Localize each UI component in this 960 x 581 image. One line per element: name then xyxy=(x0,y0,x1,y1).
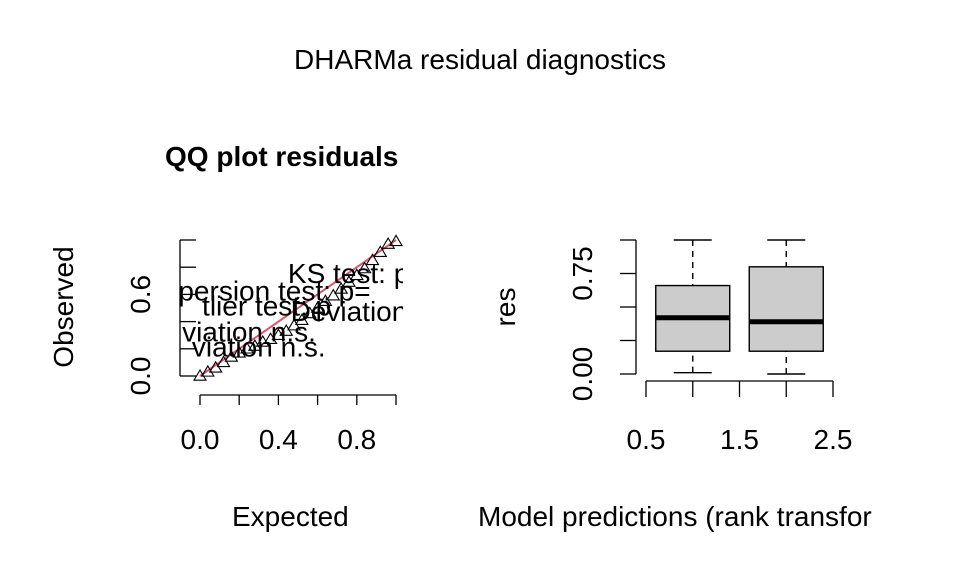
qq-y-tick-label: 0.0 xyxy=(125,357,156,396)
qq-y-tick-label: 0.6 xyxy=(125,275,156,314)
qq-data-point xyxy=(349,268,364,281)
qq-x-tick-label: 0.0 xyxy=(181,424,220,455)
qq-plot-title: QQ plot residuals xyxy=(165,141,399,172)
box-y-tick-label: 0.00 xyxy=(567,347,598,402)
box-x-tick-label: 1.5 xyxy=(720,424,759,455)
qq-annotation: viation n.s. xyxy=(192,331,326,362)
qq-data-point xyxy=(357,261,372,274)
qq-data-point xyxy=(341,275,356,287)
boxplot: 0.5 1.5 2.5 0.00 0.75 res xyxy=(490,239,853,455)
qq-annotation: persion test: p= xyxy=(178,276,370,307)
qq-data-point xyxy=(326,288,341,301)
qq-annotation: KS test: p= xyxy=(288,258,426,289)
qq-data-point xyxy=(373,245,388,257)
qq-y-axis-label: Observed xyxy=(48,246,79,367)
qq-data-point xyxy=(389,234,403,247)
boxplot-x-axis-label: Model predictions (rank transfor xyxy=(478,501,872,532)
qq-x-tick-label: 0.4 xyxy=(259,424,298,455)
box-y-tick-label: 0.75 xyxy=(567,246,598,301)
qq-annotation: Deviation xyxy=(291,296,408,327)
qq-data-point xyxy=(334,281,349,294)
qq-annotation: viation n.s. xyxy=(182,316,316,347)
qq-data-point xyxy=(365,253,380,266)
qq-x-axis-label: Expected xyxy=(232,501,349,532)
figure-title: DHARMa residual diagnostics xyxy=(294,44,666,75)
qq-x-tick-label: 0.8 xyxy=(337,424,376,455)
qq-plot: 0.0 0.4 0.8 0.0 0.6 Observed KS test: p=persio… xyxy=(48,234,426,455)
box-rect xyxy=(748,266,824,352)
qq-data-point xyxy=(310,300,325,313)
qq-data-point xyxy=(294,313,309,325)
box-x-tick-label: 0.5 xyxy=(627,424,666,455)
qq-annotation: tlier test: p xyxy=(202,291,331,322)
box-x-tick-label: 2.5 xyxy=(814,424,853,455)
box-y-axis-label: res xyxy=(490,288,521,327)
